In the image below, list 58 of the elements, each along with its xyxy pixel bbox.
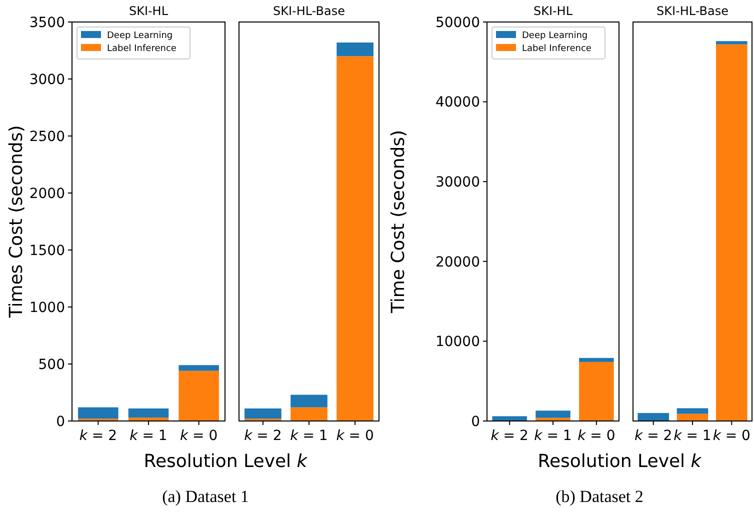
legend-label: Deep Learning — [522, 31, 588, 42]
bar — [676, 408, 708, 414]
chart-title: SKI-HL — [128, 4, 168, 18]
chart-title: SKI-HL — [533, 4, 573, 18]
x-tick-label: k = 0 — [336, 428, 374, 444]
x-tick-label: k = 2 — [244, 428, 282, 444]
bar — [78, 407, 118, 419]
chart-title: SKI-HL-Base — [656, 4, 728, 18]
bar — [128, 408, 169, 418]
y-axis-title: Time Cost (seconds) — [388, 130, 409, 314]
y-tick-label: 20000 — [435, 254, 480, 270]
bar — [178, 370, 219, 421]
x-tick-label: k = 1 — [130, 428, 168, 444]
y-tick-label: 1000 — [29, 300, 65, 316]
x-tick-label: k = 2 — [490, 428, 528, 444]
y-tick-label: 2500 — [29, 128, 65, 145]
bar — [290, 407, 328, 421]
bar — [244, 408, 282, 419]
bar — [579, 362, 614, 421]
bar — [638, 413, 670, 421]
bar — [178, 365, 219, 371]
chart-title: SKI-HL-Base — [273, 4, 345, 18]
x-tick-label: k = 1 — [534, 428, 572, 444]
x-tick-label: k = 2 — [79, 428, 117, 444]
y-tick-label: 40000 — [435, 94, 480, 111]
y-tick-label: 2000 — [29, 186, 65, 202]
bar — [716, 41, 748, 44]
y-tick-label: 1500 — [29, 242, 65, 259]
x-axis-title: Resolution Level k — [538, 451, 703, 472]
bar — [492, 416, 527, 421]
x-tick-label: k = 0 — [180, 428, 218, 444]
text: (b) Dataset 2 — [556, 487, 644, 506]
legend-label: Label Inference — [107, 44, 177, 54]
bar — [336, 42, 374, 56]
legend-label: Deep Learning — [107, 31, 173, 42]
x-tick-label: k = 0 — [712, 428, 750, 444]
x-tick-label: k = 2 — [634, 428, 672, 444]
bar — [716, 44, 748, 421]
y-tick-label: 30000 — [435, 174, 480, 190]
bar — [290, 394, 328, 408]
x-axis-title: Resolution Level k — [144, 451, 309, 472]
y-tick-label: 10000 — [435, 334, 480, 350]
y-tick-label: 0 — [471, 414, 480, 430]
x-tick-label: k = 1 — [674, 428, 712, 444]
y-tick-label: 3500 — [29, 14, 65, 31]
y-axis-title: Times Cost (seconds) — [6, 125, 27, 319]
y-tick-label: 500 — [38, 356, 65, 373]
y-tick-label: 50000 — [435, 14, 480, 31]
x-tick-label: k = 0 — [578, 428, 616, 444]
x-tick-label: k = 1 — [290, 428, 328, 444]
y-tick-label: 0 — [56, 414, 65, 430]
text: (a) Dataset 1 — [162, 487, 249, 506]
bar — [536, 410, 570, 418]
bar — [579, 358, 614, 362]
bar — [676, 414, 708, 421]
y-tick-label: 3000 — [29, 72, 65, 88]
bar — [336, 56, 374, 421]
legend-label: Label Inference — [522, 44, 592, 54]
